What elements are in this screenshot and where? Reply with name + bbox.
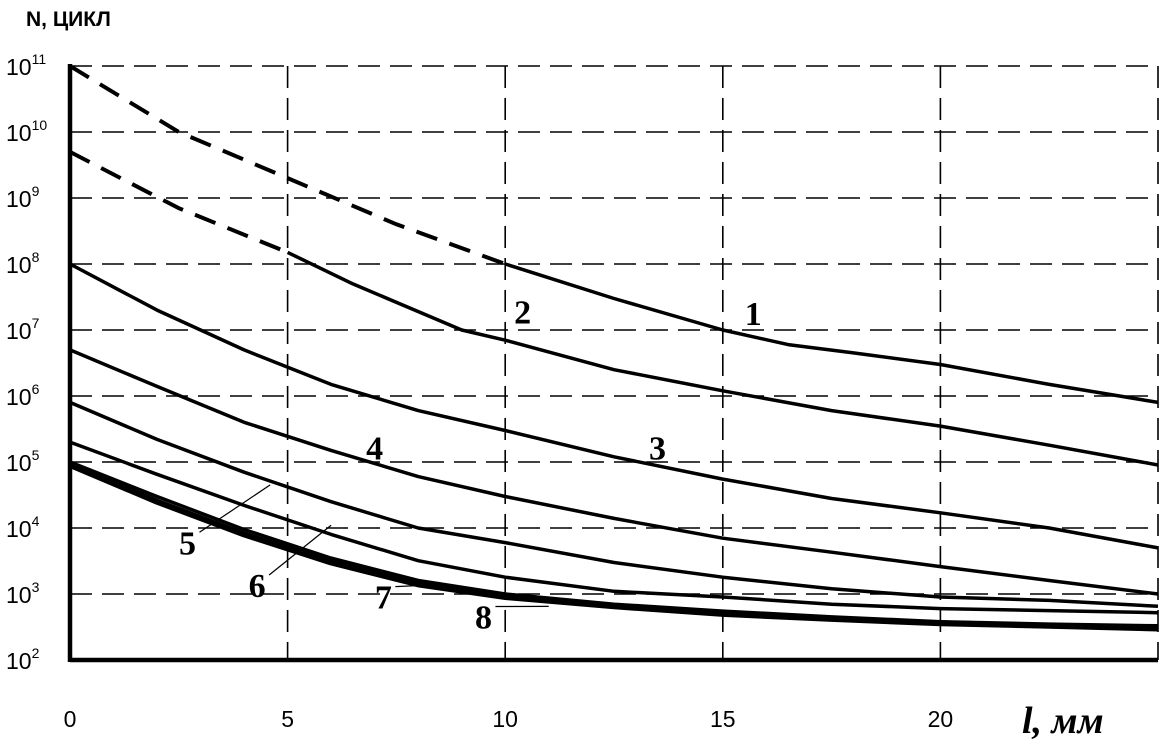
y-tick-label: 109 xyxy=(6,183,40,212)
y-tick-label: 103 xyxy=(6,579,40,608)
curve-label-1: 1 xyxy=(745,296,762,333)
label-pointer-5 xyxy=(199,484,271,533)
y-tick-label: 104 xyxy=(6,513,40,542)
series-7-line xyxy=(69,460,1159,628)
curve-label-5: 5 xyxy=(179,525,196,562)
y-tick-label: 1010 xyxy=(6,117,47,146)
series-2-dashed xyxy=(69,150,289,255)
curve-labels: 1 2 3 4 5 6 7 8 xyxy=(179,295,762,637)
x-tick-label: 15 xyxy=(710,706,736,732)
curve-label-8: 8 xyxy=(475,600,492,637)
y-tick-label: 105 xyxy=(6,447,40,476)
y-tick-label: 1011 xyxy=(6,51,46,80)
curve-label-6: 6 xyxy=(249,568,266,605)
y-tick-label: 107 xyxy=(6,315,40,344)
y-tick-label: 108 xyxy=(6,249,40,278)
x-tick-label: 5 xyxy=(281,706,294,732)
y-tick-label: 106 xyxy=(6,381,40,410)
series-1-line xyxy=(504,262,1159,405)
curve-label-2: 2 xyxy=(514,295,531,332)
series-8-line xyxy=(68,462,1159,632)
y-axis-label: N, ЦИКЛ xyxy=(26,8,111,31)
series-4-line xyxy=(69,348,1159,596)
series-6-line xyxy=(69,440,1159,615)
curve-label-7: 7 xyxy=(375,580,392,617)
series-3-line xyxy=(69,262,1159,550)
curve-label-3: 3 xyxy=(649,430,666,467)
series-1-dashed xyxy=(68,64,506,266)
x-tick-label: 0 xyxy=(64,706,77,732)
series-5-line xyxy=(69,400,1159,609)
label-pointer-7 xyxy=(395,583,445,588)
curve-label-4: 4 xyxy=(366,430,383,467)
x-axis-label: l, мм xyxy=(1022,700,1104,742)
series-2-line xyxy=(286,250,1159,467)
label-pointer-6 xyxy=(268,524,332,576)
series-layer xyxy=(68,64,1159,632)
x-tick-label: 20 xyxy=(928,706,954,732)
axes xyxy=(67,64,1158,663)
x-tick-label: 10 xyxy=(492,706,518,732)
y-tick-label: 102 xyxy=(6,645,40,674)
